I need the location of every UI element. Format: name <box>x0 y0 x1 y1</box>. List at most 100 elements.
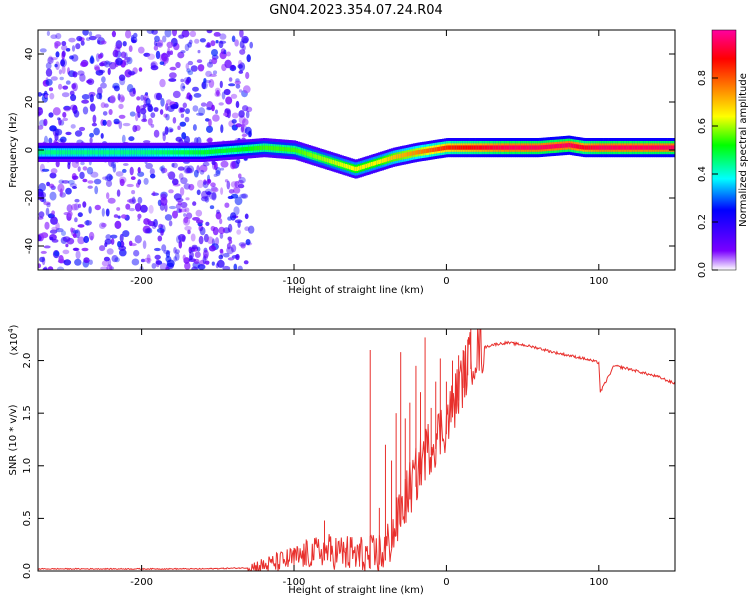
noise-speckle <box>118 94 125 103</box>
ridge-cell <box>361 164 364 170</box>
noise-speckle <box>50 168 58 174</box>
spectrogram-ytick-label: 40 <box>24 48 35 61</box>
noise-speckle <box>186 212 193 219</box>
noise-speckle <box>236 158 241 164</box>
noise-speckle <box>206 61 214 68</box>
ridge-cell <box>590 145 593 150</box>
noise-speckle <box>100 133 104 139</box>
ridge-cell <box>317 155 320 160</box>
noise-speckle <box>218 102 224 106</box>
ridge-cell <box>226 148 229 153</box>
noise-speckle <box>119 176 127 184</box>
noise-speckle <box>154 247 161 252</box>
noise-speckle <box>107 67 111 76</box>
ridge-cell <box>615 145 619 150</box>
ridge-cell <box>49 150 52 155</box>
noise-speckle <box>67 211 73 217</box>
ridge-cell <box>118 150 121 155</box>
noise-speckle <box>208 59 213 65</box>
noise-speckle <box>191 266 198 270</box>
noise-speckle <box>183 216 189 224</box>
noise-speckle <box>137 213 142 219</box>
noise-speckle <box>65 131 72 136</box>
noise-speckle <box>218 226 225 235</box>
noise-speckle <box>206 179 210 186</box>
noise-speckle <box>128 136 135 142</box>
noise-speckle <box>249 41 253 49</box>
ridge-cell <box>475 145 478 150</box>
spectrogram-ytick-label: -40 <box>24 238 35 254</box>
noise-speckle <box>126 199 135 203</box>
ridge-cell <box>220 148 224 154</box>
ridge-cell <box>257 145 260 151</box>
ridge-cell <box>70 150 74 155</box>
noise-speckle <box>71 45 76 52</box>
noise-speckle <box>146 254 151 262</box>
noise-speckle <box>144 228 151 234</box>
noise-speckle <box>112 49 119 58</box>
ridge-cell <box>476 145 480 150</box>
ridge-cell <box>623 145 626 150</box>
noise-speckle <box>219 80 223 89</box>
noise-speckle <box>159 109 164 115</box>
noise-speckle <box>77 166 81 172</box>
noise-speckle <box>137 196 143 204</box>
noise-speckle <box>153 92 161 100</box>
ridge-cell <box>533 145 536 150</box>
noise-speckle <box>52 107 61 116</box>
noise-speckle <box>103 256 110 262</box>
ridge-cell <box>151 150 154 155</box>
noise-speckle <box>212 226 219 236</box>
noise-speckle <box>172 90 181 99</box>
noise-speckle <box>162 55 169 64</box>
noise-speckle <box>75 43 81 50</box>
noise-speckle <box>176 235 182 244</box>
noise-speckle <box>224 59 232 69</box>
noise-speckle <box>66 204 73 213</box>
noise-speckle <box>50 57 58 61</box>
ridge-cell <box>129 150 132 155</box>
noise-speckle <box>235 83 241 89</box>
ridge-cell <box>665 145 668 150</box>
noise-speckle <box>164 214 173 221</box>
noise-speckle <box>82 30 89 36</box>
noise-speckle <box>199 169 205 175</box>
noise-speckle <box>179 187 185 196</box>
noise-speckle <box>89 56 95 65</box>
noise-speckle <box>201 190 209 199</box>
ridge-cell <box>557 143 560 149</box>
noise-speckle <box>89 103 96 112</box>
noise-speckle <box>75 250 81 260</box>
noise-speckle <box>89 137 93 144</box>
ridge-cell <box>515 145 518 150</box>
noise-speckle <box>172 30 177 37</box>
ridge-cell <box>363 164 366 169</box>
noise-speckle <box>167 171 176 180</box>
noise-speckle <box>90 171 99 178</box>
noise-speckle <box>120 214 127 219</box>
noise-speckle <box>159 78 166 88</box>
ridge-cell <box>603 145 606 150</box>
noise-speckle <box>168 220 173 227</box>
ridge-cell <box>109 150 112 155</box>
noise-speckle <box>49 183 55 188</box>
spectrogram-xtick-label: -200 <box>130 276 153 287</box>
noise-speckle <box>122 122 131 127</box>
noise-speckle <box>216 89 220 96</box>
ridge-cell <box>641 145 644 150</box>
noise-speckle <box>122 168 127 173</box>
noise-speckle <box>132 125 138 133</box>
noise-speckle <box>237 183 245 189</box>
ridge-cell <box>442 146 445 151</box>
noise-speckle <box>70 94 77 102</box>
noise-speckle <box>42 267 48 270</box>
noise-speckle <box>228 77 233 82</box>
noise-speckle <box>187 70 194 76</box>
noise-speckle <box>73 110 80 118</box>
ridge-cell <box>273 146 277 151</box>
noise-speckle <box>69 104 78 111</box>
ridge-cell <box>272 146 275 151</box>
noise-speckle <box>115 40 123 49</box>
noise-speckle <box>109 95 116 104</box>
ridge-cell <box>156 150 160 155</box>
